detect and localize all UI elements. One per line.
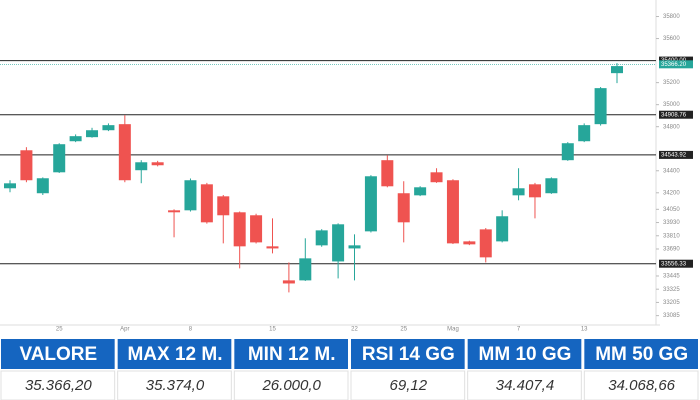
header-text: VALORE: [19, 344, 97, 365]
candle-body: [496, 216, 509, 242]
x-tick-label: Mag: [447, 327, 459, 333]
y-tick-label: 33085: [663, 313, 680, 319]
x-tick-label: 15: [269, 327, 276, 333]
candle-body: [53, 144, 66, 173]
candle-body: [479, 229, 492, 258]
value-text: 34.068,66: [608, 377, 675, 394]
y-tick-label: 34800: [663, 124, 680, 130]
price-label: 33556.33: [661, 261, 687, 267]
price-tag: [659, 259, 693, 268]
value-cell: [350, 370, 466, 400]
y-tick-label: 33205: [663, 300, 680, 306]
value-text: 34.407,4: [496, 377, 554, 394]
header-cell: [351, 339, 465, 369]
header-text: MM 50 GG: [595, 344, 688, 365]
candle-body: [266, 246, 279, 249]
candle-body: [512, 188, 525, 196]
candle-body: [315, 230, 328, 246]
candle-body: [561, 143, 574, 161]
x-tick-label: 25: [400, 327, 407, 333]
value-cell: [233, 370, 349, 400]
candle-body: [364, 176, 377, 232]
y-tick-label: 35000: [663, 102, 680, 108]
candle-body: [594, 88, 607, 125]
header-text: MIN 12 M.: [248, 344, 336, 365]
x-tick-label: 8: [189, 327, 193, 333]
candle-body: [446, 180, 459, 244]
candle-body: [528, 184, 541, 198]
candle-body: [332, 224, 345, 262]
y-tick-label: 33930: [663, 220, 680, 226]
price-tag: [659, 150, 693, 159]
y-tick-label: 34200: [663, 190, 680, 196]
candle-body: [299, 258, 312, 281]
candle-body: [86, 130, 99, 138]
header-cell: [117, 339, 232, 369]
candle-body: [463, 241, 476, 245]
value-text: 26.000,0: [261, 377, 321, 394]
header-cell: [234, 339, 348, 369]
x-tick-label: 25: [56, 327, 63, 333]
price-label: 35366.20: [661, 62, 687, 68]
candle-body: [545, 178, 558, 194]
candle-body: [151, 162, 164, 166]
price-tag: [659, 60, 693, 69]
candle-body: [135, 162, 148, 171]
value-text: 35.374,0: [146, 377, 205, 394]
header-text: MM 10 GG: [479, 344, 572, 365]
header-text: RSI 14 GG: [362, 344, 455, 365]
x-tick-label: Apr: [120, 327, 129, 333]
y-tick-label: 35800: [663, 14, 680, 20]
candle-body: [282, 280, 295, 284]
y-tick-label: 34050: [663, 207, 680, 213]
header-text: MAX 12 M.: [127, 344, 222, 365]
candle-body: [102, 125, 115, 131]
y-tick-label: 33810: [663, 233, 680, 239]
candle-body: [36, 178, 49, 194]
x-tick-label: 13: [581, 327, 588, 333]
y-tick-label: 35200: [663, 80, 680, 86]
candle-body: [414, 187, 427, 196]
candle-body: [348, 245, 361, 249]
candle-body: [69, 136, 82, 142]
candle-body: [4, 183, 16, 189]
price-label: 34543.92: [661, 152, 687, 158]
y-tick-label: 33325: [663, 287, 680, 293]
candle-body: [118, 124, 131, 181]
price-tag: [659, 110, 693, 119]
y-tick-label: 33445: [663, 274, 680, 280]
y-tick-label: 34400: [663, 168, 680, 174]
value-cell: [467, 370, 582, 400]
candle-body: [397, 193, 410, 223]
candle-body: [233, 212, 246, 247]
y-tick-label: 33690: [663, 247, 680, 253]
value-cell: [583, 370, 699, 400]
candle-body: [381, 160, 394, 187]
value-text: 69,12: [390, 377, 428, 394]
header-cell: [467, 339, 582, 369]
candle-body: [184, 180, 197, 211]
candle-body: [168, 210, 181, 213]
candle-body: [611, 66, 623, 74]
value-cell: [117, 370, 232, 400]
candle-body: [250, 215, 263, 243]
price-label: 34908.76: [661, 112, 687, 118]
x-tick-label: 22: [351, 327, 358, 333]
value-cell: [0, 370, 116, 400]
candle-body: [430, 172, 443, 183]
candle-body: [578, 125, 591, 142]
candle-body: [20, 150, 33, 181]
y-tick-label: 35600: [663, 36, 680, 42]
value-text: 35.366,20: [25, 377, 92, 394]
x-tick-label: 7: [517, 327, 521, 333]
header-cell: [584, 339, 698, 369]
header-cell: [1, 339, 115, 369]
candle-body: [200, 184, 213, 223]
candle-body: [217, 196, 230, 216]
